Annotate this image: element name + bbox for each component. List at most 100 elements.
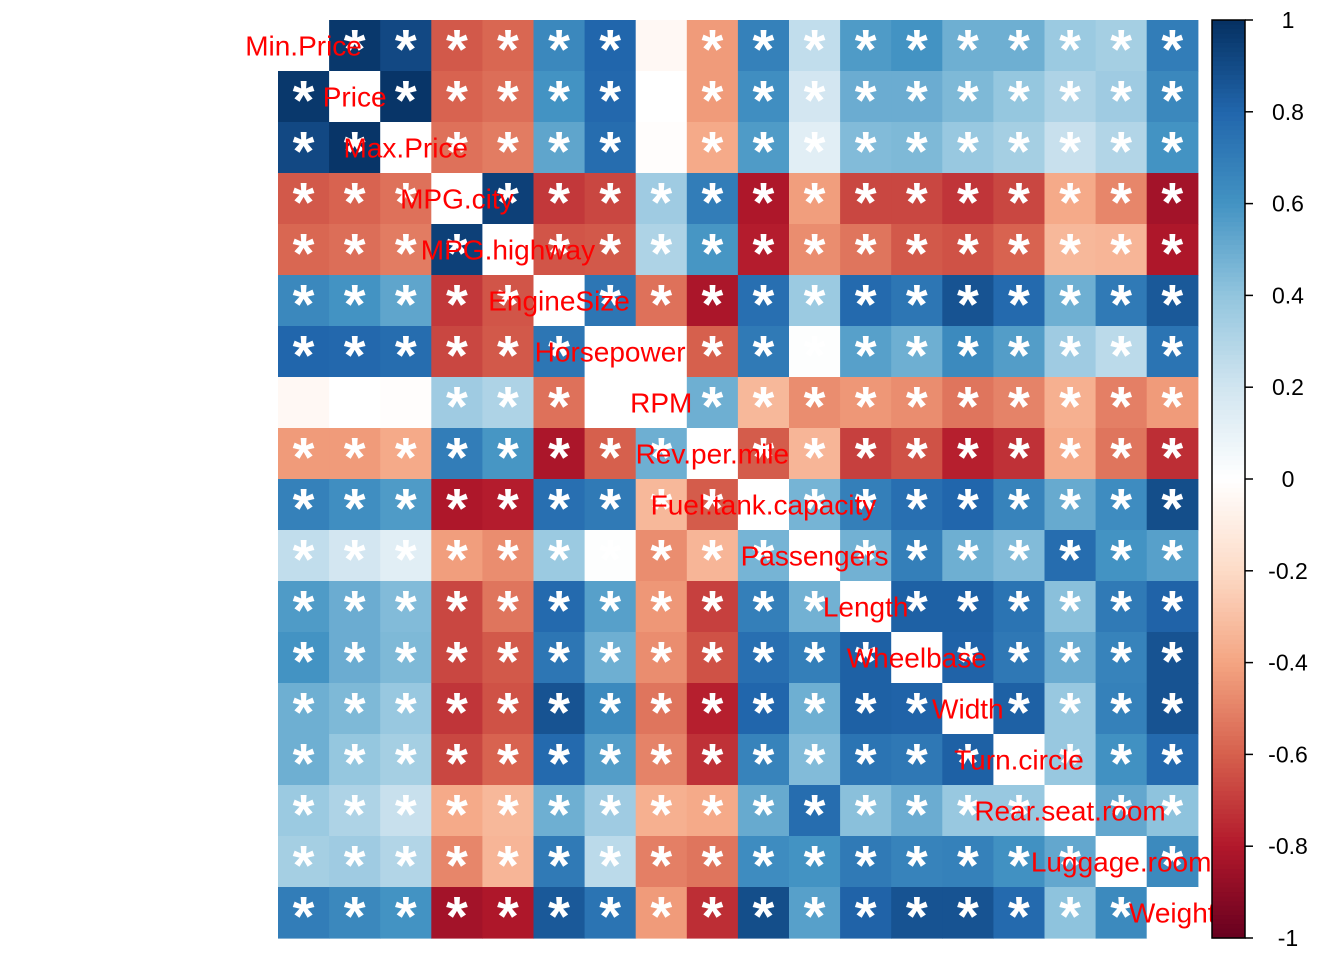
heatmap-cell xyxy=(635,173,688,225)
color-legend-step xyxy=(1212,534,1245,540)
color-legend-step xyxy=(1212,56,1245,62)
heatmap-cell xyxy=(635,71,688,123)
color-legend-step xyxy=(1212,166,1245,173)
significance-star: * xyxy=(1008,119,1030,182)
heatmap-cell xyxy=(891,836,943,888)
significance-star: * xyxy=(855,221,877,284)
heatmap-cell xyxy=(891,20,943,72)
color-legend-step xyxy=(1212,318,1245,324)
heatmap-cell xyxy=(380,632,432,684)
heatmap-cell xyxy=(942,887,994,939)
heatmap-cell xyxy=(942,71,994,123)
color-legend-step xyxy=(1212,758,1245,765)
heatmap-cell xyxy=(993,479,1046,531)
heatmap-cell xyxy=(482,173,535,225)
variable-label: Max.Price xyxy=(344,133,468,164)
significance-star: * xyxy=(1110,323,1132,386)
significance-star: * xyxy=(548,578,570,641)
significance-star: * xyxy=(548,731,570,794)
heatmap-cell xyxy=(840,377,892,429)
significance-star: * xyxy=(497,680,519,743)
color-legend-step xyxy=(1212,896,1245,902)
significance-star: * xyxy=(957,272,979,335)
significance-star: * xyxy=(293,578,315,641)
color-legend-step xyxy=(1212,662,1245,668)
significance-star: * xyxy=(906,323,928,386)
significance-star: * xyxy=(395,578,417,641)
color-legend-step xyxy=(1212,120,1245,127)
color-legend-step xyxy=(1212,488,1245,494)
heatmap-cell xyxy=(840,428,892,480)
heatmap-cell xyxy=(789,530,841,582)
heatmap-cell xyxy=(789,581,841,633)
significance-star: * xyxy=(293,884,315,947)
significance-star: * xyxy=(548,476,570,539)
heatmap-cell xyxy=(431,71,483,123)
significance-star: * xyxy=(650,731,672,794)
heatmap-cell xyxy=(533,479,586,531)
significance-star: * xyxy=(1008,323,1030,386)
color-legend-step xyxy=(1212,111,1245,117)
color-legend-step xyxy=(1212,703,1245,710)
significance-star: * xyxy=(753,323,775,386)
heatmap-cell xyxy=(737,122,790,174)
significance-star: * xyxy=(957,884,979,947)
color-legend-step xyxy=(1212,520,1245,526)
color-legend-step xyxy=(1212,93,1245,99)
significance-star: * xyxy=(1059,221,1081,284)
heatmap-cell xyxy=(993,632,1046,684)
significance-star: * xyxy=(599,680,621,743)
heatmap-cell xyxy=(1044,122,1097,174)
significance-star: * xyxy=(906,476,928,539)
heatmap-cell xyxy=(891,224,943,276)
significance-star: * xyxy=(650,833,672,896)
color-legend-step xyxy=(1212,143,1245,150)
heatmap-cell xyxy=(635,326,688,378)
color-legend-step xyxy=(1212,511,1245,517)
significance-star: * xyxy=(599,425,621,488)
color-legend-step xyxy=(1212,29,1245,35)
significance-star: * xyxy=(753,578,775,641)
heatmap-cell xyxy=(891,377,943,429)
significance-star: * xyxy=(1008,833,1030,896)
color-legend-step xyxy=(1212,713,1245,719)
color-legend-step xyxy=(1212,566,1245,572)
heatmap-cell xyxy=(635,836,688,888)
heatmap-cell xyxy=(533,632,586,684)
heatmap-cell xyxy=(789,122,841,174)
heatmap-cell xyxy=(1095,71,1148,123)
heatmap-cell xyxy=(993,428,1046,480)
significance-star: * xyxy=(293,833,315,896)
significance-star: * xyxy=(446,884,468,947)
significance-star: * xyxy=(753,629,775,692)
significance-star: * xyxy=(497,833,519,896)
significance-star: * xyxy=(293,272,315,335)
heatmap-cell xyxy=(1095,785,1148,837)
significance-star: * xyxy=(1059,476,1081,539)
heatmap-cell xyxy=(431,683,483,735)
color-legend-step xyxy=(1212,221,1245,228)
heatmap-cell xyxy=(584,428,637,480)
heatmap-cell xyxy=(584,122,637,174)
color-legend-step xyxy=(1212,589,1245,595)
significance-star: * xyxy=(957,170,979,233)
color-legend-step xyxy=(1212,919,1245,925)
significance-star: * xyxy=(1161,17,1183,80)
significance-star: * xyxy=(548,884,570,947)
significance-star: * xyxy=(548,323,570,386)
significance-star: * xyxy=(1008,272,1030,335)
significance-star: * xyxy=(1161,221,1183,284)
significance-star: * xyxy=(395,17,417,80)
significance-star: * xyxy=(1059,527,1081,590)
color-legend-tick-label: -1 xyxy=(1278,925,1298,951)
color-legend-step xyxy=(1212,277,1245,283)
color-legend-step xyxy=(1212,107,1245,113)
heatmap-cell xyxy=(1095,479,1148,531)
heatmap-cell xyxy=(789,275,841,327)
heatmap-cell xyxy=(1095,581,1148,633)
heatmap-cell xyxy=(278,326,330,378)
heatmap-cell xyxy=(635,734,688,786)
significance-star: * xyxy=(650,782,672,845)
heatmap-cell xyxy=(278,275,330,327)
color-legend-tick-label: 0.8 xyxy=(1272,99,1304,125)
